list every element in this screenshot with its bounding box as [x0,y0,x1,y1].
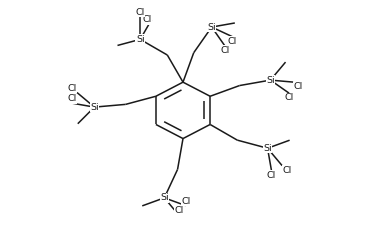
Text: Cl: Cl [282,166,291,175]
Text: Cl: Cl [174,206,183,215]
Text: Si: Si [263,144,272,153]
Text: Si: Si [208,22,216,32]
Text: Si: Si [160,193,169,202]
Text: Cl: Cl [293,82,302,91]
Text: Si: Si [266,76,275,85]
Text: Cl: Cl [181,197,190,206]
Text: Cl: Cl [135,8,145,17]
Text: Cl: Cl [142,15,152,24]
Text: Cl: Cl [68,84,77,93]
Text: Cl: Cl [284,93,294,102]
Text: Cl: Cl [67,94,76,103]
Text: Cl: Cl [267,171,276,180]
Text: Cl: Cl [220,46,229,55]
Text: Si: Si [136,35,145,44]
Text: Cl: Cl [228,37,237,46]
Text: Si: Si [90,103,99,112]
